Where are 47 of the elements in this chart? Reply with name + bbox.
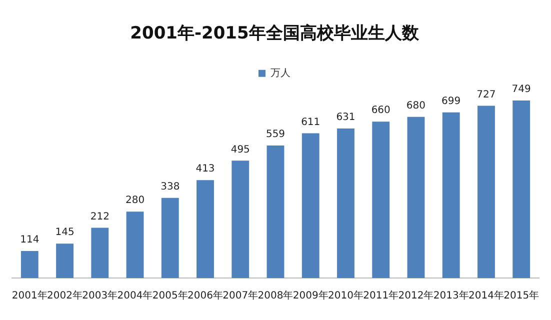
data-label: 413: [196, 164, 215, 175]
data-label: 495: [230, 144, 250, 156]
bar: [442, 112, 460, 278]
x-tick-label: 2004年: [117, 290, 153, 302]
x-tick-label: 2007年: [222, 290, 258, 302]
x-tick-label: 2013年: [433, 290, 469, 302]
bar: [337, 128, 354, 278]
data-label: 749: [512, 84, 531, 96]
legend-label: 万人: [270, 68, 290, 79]
x-tick-label: 2012年: [398, 290, 434, 302]
bar: [161, 198, 179, 278]
chart-title: 2001年-2015年全国高校毕业生人数: [130, 24, 420, 44]
bar: [20, 250, 38, 278]
data-label: 559: [266, 129, 286, 140]
bar: [302, 133, 320, 278]
data-label: 699: [442, 96, 461, 107]
bar: [196, 180, 214, 278]
x-tick-label: 2015年: [504, 290, 540, 302]
bar: [126, 212, 144, 278]
data-label: 631: [336, 112, 356, 124]
x-tick-label: 2005年: [152, 290, 188, 302]
bar: [372, 122, 390, 278]
x-tick-label: 2009年: [292, 290, 328, 302]
x-tick-label: 2001年: [12, 290, 48, 302]
bar: [407, 116, 425, 278]
x-tick-label: 2002年: [47, 290, 82, 302]
data-label: 338: [160, 181, 180, 192]
bar: [91, 228, 109, 278]
x-tick-label: 2014年: [468, 290, 504, 302]
x-tick-label: 2010年: [328, 290, 364, 302]
x-tick-label: 2006年: [188, 290, 223, 302]
data-label: 680: [406, 100, 426, 112]
data-label: 114: [20, 234, 40, 246]
data-label: 660: [371, 105, 390, 116]
data-label: 280: [125, 195, 145, 206]
bar: [266, 146, 284, 278]
x-tick-label: 2008年: [258, 290, 294, 302]
bar: [512, 100, 530, 278]
data-label: 611: [301, 116, 320, 128]
bar: [232, 160, 250, 278]
data-label: 727: [476, 89, 496, 100]
bar: [56, 244, 74, 278]
bar: [478, 106, 495, 278]
data-label: 212: [90, 211, 110, 222]
data-label: 145: [55, 227, 74, 238]
x-tick-label: 2003年: [82, 290, 118, 302]
x-tick-label: 2011年: [363, 290, 399, 302]
